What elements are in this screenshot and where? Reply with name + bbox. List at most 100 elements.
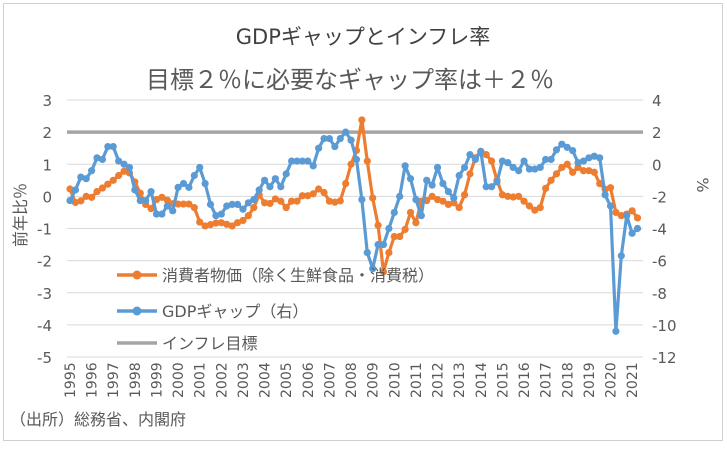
data-point bbox=[239, 216, 247, 225]
data-point bbox=[590, 152, 598, 160]
data-point bbox=[455, 171, 463, 180]
data-point bbox=[233, 200, 242, 209]
data-point bbox=[433, 195, 442, 204]
data-point bbox=[315, 144, 323, 152]
y-tick-label: -5 bbox=[37, 349, 52, 367]
data-point bbox=[633, 224, 642, 233]
x-tick-label: 2011 bbox=[409, 362, 425, 398]
x-tick-label: 2000 bbox=[171, 362, 187, 398]
data-point bbox=[482, 151, 490, 159]
data-point bbox=[158, 193, 166, 201]
data-point bbox=[342, 128, 350, 136]
data-point bbox=[158, 210, 166, 218]
data-point bbox=[77, 173, 85, 181]
data-point bbox=[460, 191, 469, 199]
data-point bbox=[585, 167, 593, 175]
data-point bbox=[104, 180, 112, 188]
data-point bbox=[390, 232, 398, 241]
x-tick-label: 1997 bbox=[106, 362, 122, 398]
data-point bbox=[374, 240, 382, 249]
x-tick-label: 2006 bbox=[301, 362, 317, 398]
data-point bbox=[293, 197, 301, 205]
x-tick-label: 2016 bbox=[517, 362, 533, 398]
data-point bbox=[455, 204, 463, 212]
y2-tick-label: 2 bbox=[652, 124, 662, 142]
data-point bbox=[433, 163, 442, 172]
data-point bbox=[569, 168, 577, 176]
data-point bbox=[358, 195, 366, 204]
data-point bbox=[504, 192, 512, 200]
data-point bbox=[547, 176, 555, 184]
data-point bbox=[347, 136, 355, 144]
data-point bbox=[601, 191, 609, 199]
legend-label: GDPギャップ（右） bbox=[162, 302, 308, 321]
data-point bbox=[628, 229, 636, 237]
x-tick-label: 2008 bbox=[344, 362, 360, 398]
data-point bbox=[623, 212, 631, 220]
data-point bbox=[320, 134, 328, 143]
data-point bbox=[525, 202, 534, 210]
chart-subtitle: 目標２％に必要なギャップ率は＋２％ bbox=[146, 66, 554, 94]
y2-tick-label: 0 bbox=[652, 156, 662, 174]
data-point bbox=[288, 197, 296, 205]
y2-tick-label: -2 bbox=[652, 188, 667, 206]
data-point bbox=[536, 204, 544, 212]
data-point bbox=[336, 197, 344, 205]
legend-marker bbox=[132, 270, 142, 280]
data-point bbox=[288, 157, 296, 165]
data-point bbox=[396, 192, 404, 200]
data-point bbox=[260, 199, 269, 207]
x-tick-label: 2019 bbox=[582, 362, 598, 398]
data-point bbox=[569, 146, 577, 155]
data-point bbox=[428, 192, 436, 200]
data-point bbox=[412, 219, 420, 227]
data-point bbox=[423, 176, 431, 184]
data-point bbox=[466, 170, 474, 178]
data-point bbox=[385, 224, 393, 233]
data-point bbox=[217, 210, 225, 218]
data-point bbox=[304, 157, 312, 165]
y2-tick-label: -12 bbox=[652, 349, 677, 367]
data-point bbox=[185, 183, 193, 191]
data-point bbox=[125, 163, 134, 172]
legend-marker bbox=[132, 306, 142, 316]
data-point bbox=[271, 175, 279, 183]
data-point bbox=[250, 195, 258, 204]
data-point bbox=[309, 190, 317, 198]
data-point bbox=[77, 197, 85, 205]
data-point bbox=[596, 154, 604, 162]
data-point bbox=[163, 202, 171, 210]
data-point bbox=[131, 186, 139, 194]
data-point bbox=[109, 142, 117, 151]
data-point bbox=[260, 176, 269, 184]
data-point bbox=[196, 163, 204, 172]
data-point bbox=[298, 192, 307, 200]
data-point bbox=[212, 212, 220, 220]
x-axis-ticks: 1995 1996 1997 1998 1999 2000 2001 2002 2003 2004… bbox=[63, 362, 641, 398]
data-point bbox=[206, 200, 215, 209]
y-tick-label: 0 bbox=[42, 188, 52, 206]
data-point bbox=[406, 208, 415, 217]
data-point bbox=[498, 157, 506, 165]
x-tick-label: 2003 bbox=[236, 362, 252, 398]
data-point bbox=[331, 142, 339, 151]
data-point bbox=[390, 208, 398, 217]
x-tick-label: 2001 bbox=[193, 362, 209, 398]
data-point bbox=[590, 168, 598, 176]
data-point bbox=[93, 187, 101, 196]
left-axis-ticks: 3 2 1 0 -1 -2 -3 -4 -5 bbox=[37, 92, 52, 367]
data-point bbox=[266, 199, 274, 208]
data-point bbox=[542, 155, 550, 164]
legend-label: インフレ目標 bbox=[162, 334, 258, 353]
data-point bbox=[374, 221, 382, 229]
data-point bbox=[115, 157, 123, 165]
y-tick-label: -4 bbox=[37, 317, 52, 335]
data-point bbox=[385, 248, 393, 257]
data-point bbox=[369, 265, 377, 273]
gdp-gap-series bbox=[66, 128, 642, 335]
data-point bbox=[120, 160, 128, 168]
data-point bbox=[185, 200, 193, 208]
data-point bbox=[520, 157, 528, 165]
data-point bbox=[477, 147, 485, 155]
